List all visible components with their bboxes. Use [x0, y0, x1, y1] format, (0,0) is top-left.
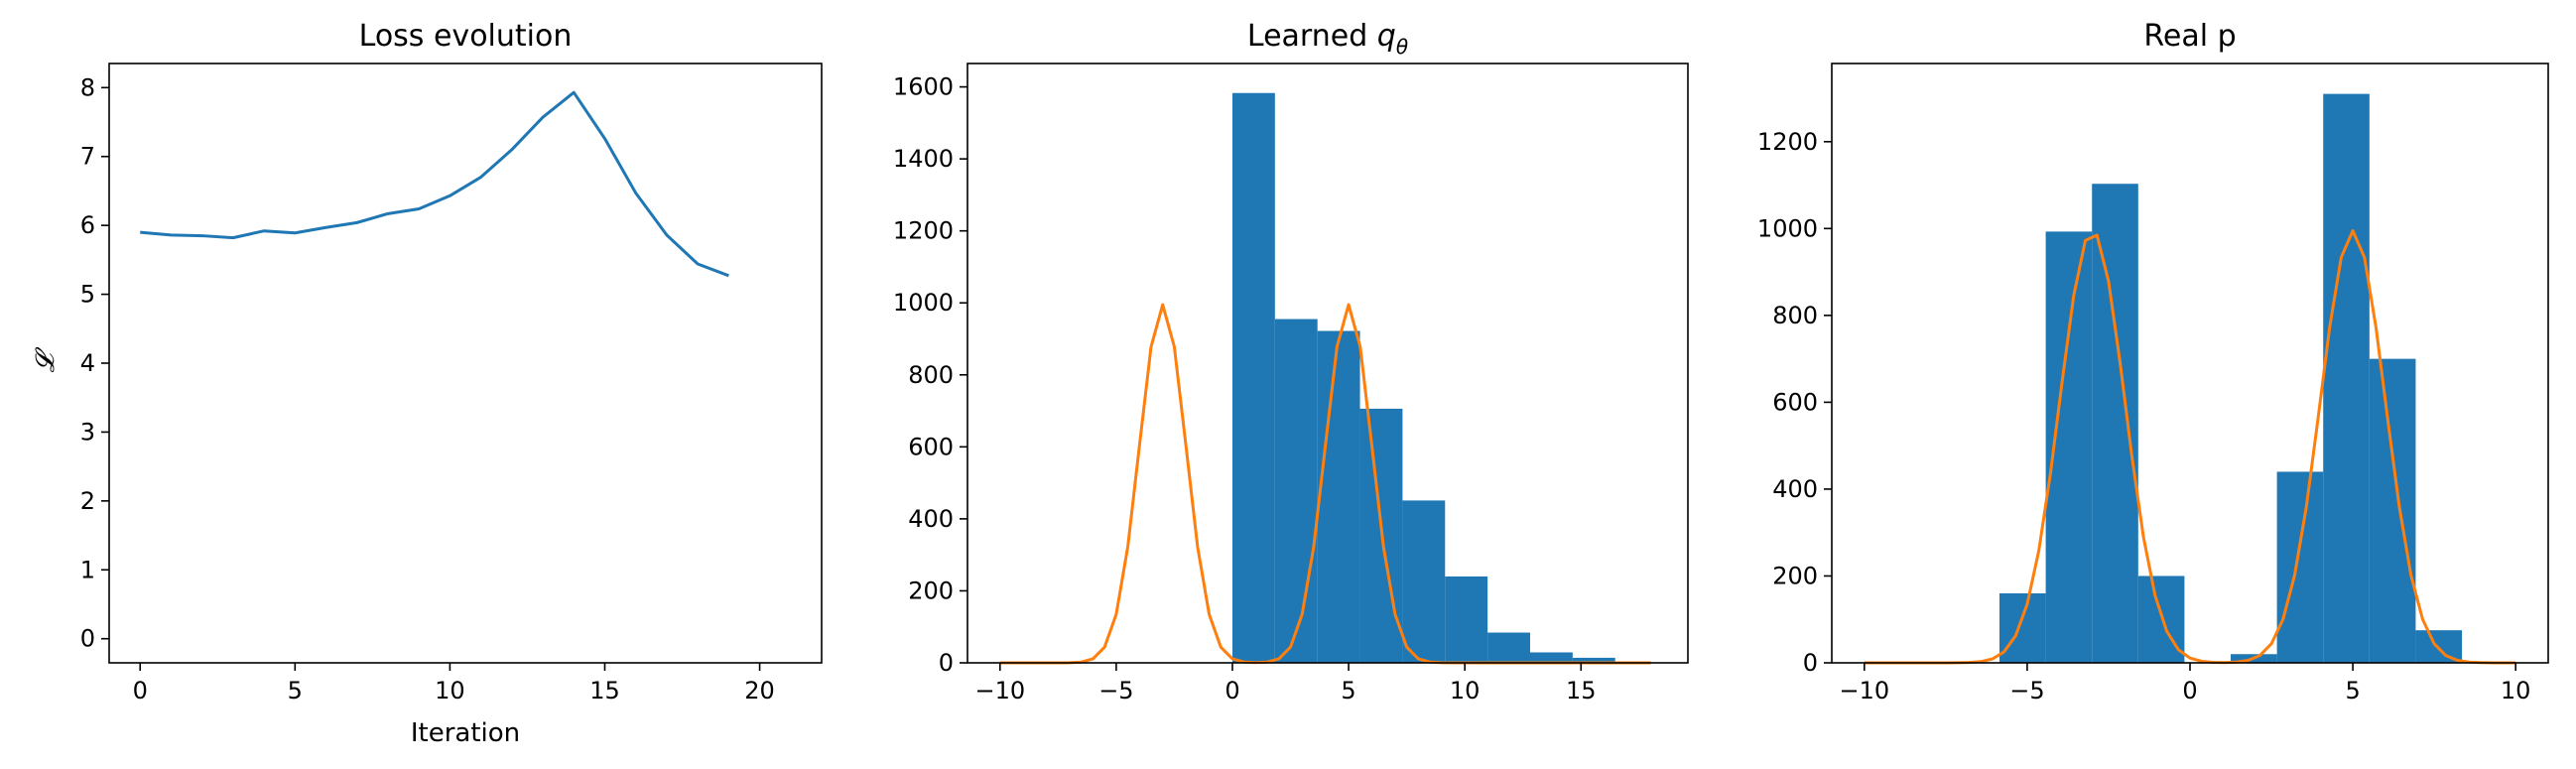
y-tick-label: 3 — [80, 418, 95, 446]
x-tick-label: 10 — [1450, 677, 1481, 705]
y-tick-label: 7 — [80, 143, 95, 171]
y-tick-label: 200 — [1772, 562, 1818, 589]
real-p-chart: Real p −10 −5 0 5 10 0 200 400 600 800 1000 1200 — [1757, 19, 2549, 705]
y-tick-label: 1200 — [1757, 128, 1818, 156]
y-tick-label: 1600 — [893, 73, 954, 101]
histogram-bar — [1402, 500, 1446, 663]
x-tick-label: 0 — [133, 677, 148, 705]
y-tick-label: 1 — [80, 556, 95, 583]
y-tick-label: 1000 — [1757, 214, 1818, 242]
x-tick-label: 0 — [2182, 677, 2197, 705]
histogram-bar — [1529, 652, 1573, 663]
x-tick-label: 5 — [1341, 677, 1355, 705]
y-tick-label: 0 — [80, 625, 95, 653]
x-tick-label: 15 — [1566, 677, 1597, 705]
chart-title: Learned qθ — [1247, 19, 1408, 59]
histogram-bar — [1317, 330, 1360, 663]
title-math: q — [1377, 19, 1396, 54]
y-axis-label: 𝓛 — [31, 346, 61, 372]
histogram-bar — [1445, 576, 1488, 663]
histogram-bar — [2323, 93, 2370, 663]
plot-area: 0 5 10 15 20 0 1 2 3 4 5 6 7 8 — [80, 63, 823, 705]
y-tick-label: 4 — [80, 349, 95, 377]
plot-area: −10 −5 0 5 10 0 200 400 600 800 1000 1200 — [1757, 63, 2549, 705]
y-tick-label: 400 — [908, 505, 954, 533]
axes-frame — [1831, 63, 2549, 664]
histogram-bar — [2276, 471, 2324, 663]
x-tick-label: −10 — [1839, 677, 1889, 705]
y-tick-label: 800 — [1772, 302, 1818, 329]
histogram-bar — [1487, 632, 1530, 663]
title-main: Learned — [1247, 19, 1377, 54]
y-tick-label: 200 — [908, 577, 954, 604]
y-tick-label: 400 — [1772, 475, 1818, 503]
y-tick-label: 5 — [80, 281, 95, 309]
x-tick-label: 5 — [288, 677, 303, 705]
y-tick-label: 8 — [80, 73, 95, 101]
axes-frame — [966, 63, 1689, 664]
y-tick-label: 600 — [1772, 388, 1818, 416]
y-tick-label: 0 — [939, 649, 954, 677]
histogram-bar — [2092, 184, 2138, 664]
histogram-bar — [1999, 592, 2046, 663]
x-tick-label: 20 — [744, 677, 775, 705]
y-tick-label: 1000 — [893, 289, 954, 317]
axes-frame — [108, 63, 823, 664]
series-line — [140, 90, 729, 278]
density-curve — [1864, 229, 2516, 665]
y-tick-label: 1400 — [893, 145, 954, 173]
x-axis-label: Iteration — [411, 718, 520, 748]
x-tick-label: 5 — [2345, 677, 2360, 705]
y-tick-label: 1200 — [893, 217, 954, 245]
x-tick-label: −10 — [974, 677, 1025, 705]
plot-area: −10 −5 0 5 10 15 0 200 400 600 800 1000 1200 1400 1600 — [893, 63, 1689, 705]
loss-evolution-chart: Loss evolution Iteration 𝓛 0 5 10 15 20 0 1 2 3 4… — [31, 19, 823, 748]
learned-q-theta-chart: Learned qθ −10 −5 0 5 10 15 0 200 400 600 800 1000 1… — [893, 19, 1689, 705]
y-tick-label: 0 — [1803, 649, 1818, 677]
y-tick-label: 2 — [80, 487, 95, 515]
y-tick-label: 800 — [908, 361, 954, 389]
x-tick-label: −5 — [1098, 677, 1133, 705]
x-tick-label: 10 — [435, 677, 465, 705]
histogram-bar — [1572, 657, 1615, 663]
chart-title: Loss evolution — [359, 19, 573, 54]
x-tick-label: 10 — [2501, 677, 2531, 705]
y-tick-label: 6 — [80, 211, 95, 239]
histogram-bar — [1231, 92, 1275, 664]
x-tick-label: −5 — [2009, 677, 2044, 705]
x-tick-label: 0 — [1224, 677, 1239, 705]
histogram-bar — [2369, 358, 2416, 663]
y-tick-label: 600 — [908, 433, 954, 460]
title-subscript: θ — [1396, 35, 1408, 59]
chart-title: Real p — [2143, 19, 2236, 54]
x-tick-label: 15 — [589, 677, 620, 705]
histogram-bar — [1274, 319, 1318, 663]
